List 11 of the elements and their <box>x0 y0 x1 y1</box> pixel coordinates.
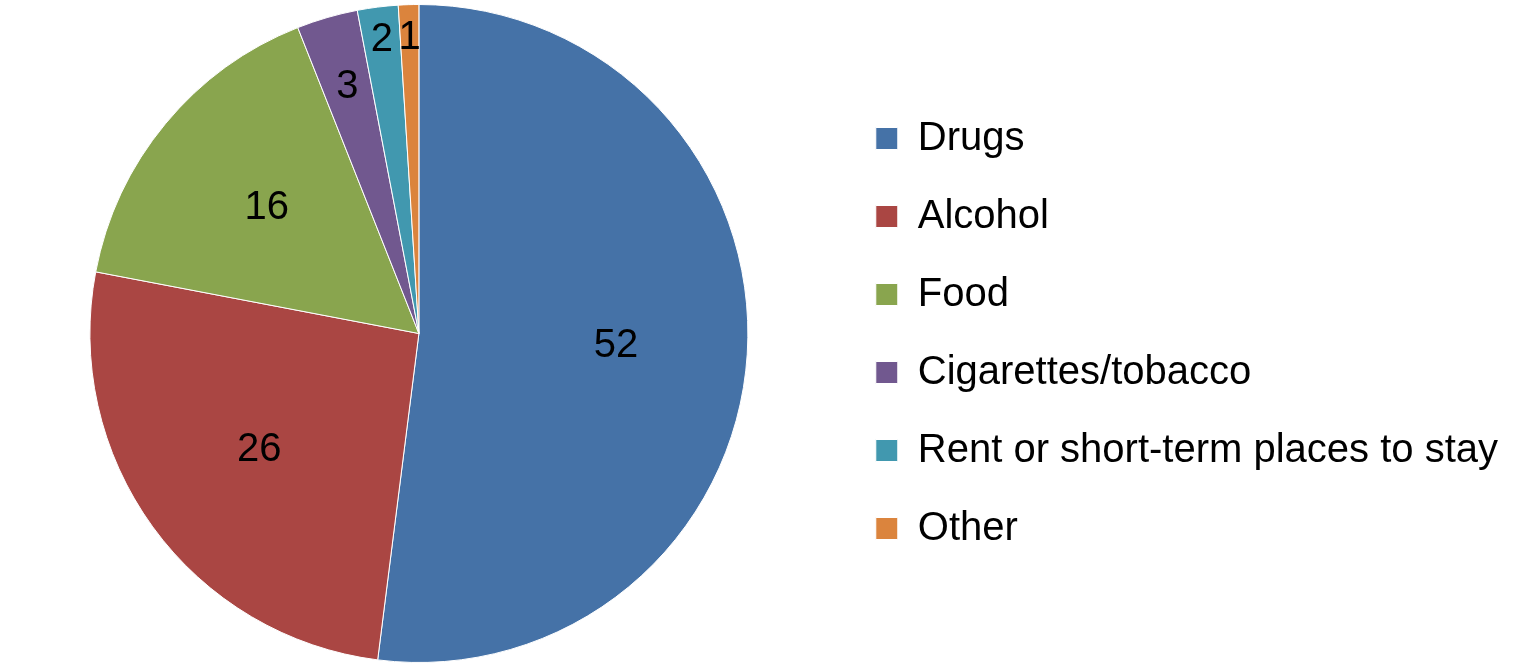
data-label: 52 <box>593 320 639 365</box>
data-label: 16 <box>244 182 290 227</box>
legend-label: Food <box>917 269 1009 314</box>
legend-label: Rent or short-term places to stay <box>917 425 1498 470</box>
data-label: 3 <box>336 62 359 107</box>
legend-label: Drugs <box>917 113 1025 158</box>
legend-label: Other <box>917 503 1018 548</box>
legend-label: Cigarettes/tobacco <box>917 347 1252 392</box>
legend-label: Alcohol <box>917 191 1049 236</box>
data-label: 2 <box>370 14 393 59</box>
data-label: 26 <box>236 424 282 469</box>
